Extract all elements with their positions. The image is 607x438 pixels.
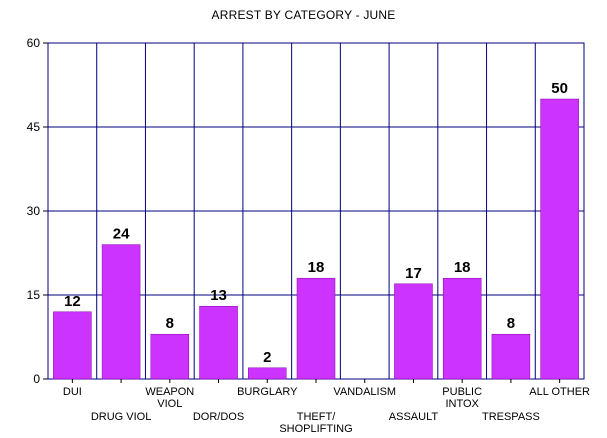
data-label: 8 — [166, 315, 174, 332]
category-label: DRUG VIOL — [91, 411, 152, 423]
category-label: ASSAULT — [389, 411, 439, 423]
data-label: 17 — [405, 265, 422, 282]
data-label: 18 — [308, 259, 325, 276]
y-tick-label: 30 — [27, 204, 41, 218]
bar — [101, 244, 141, 380]
y-tick-label: 60 — [27, 36, 41, 50]
y-tick-label: 0 — [33, 372, 40, 386]
y-tick-label: 45 — [27, 120, 41, 134]
category-label: TRESPASS — [482, 411, 540, 423]
y-tick-label: 15 — [27, 288, 41, 302]
data-label: 2 — [263, 349, 271, 366]
data-label: 8 — [507, 315, 515, 332]
bar — [394, 283, 433, 380]
category-label: BURGLARY — [237, 386, 298, 398]
data-label: 24 — [113, 226, 130, 243]
chart-title: ARREST BY CATEGORY - JUNE — [211, 8, 396, 22]
data-label: 50 — [551, 80, 568, 97]
bar — [53, 311, 92, 380]
bar — [248, 367, 287, 380]
bar — [442, 277, 482, 380]
category-label: DOR/DOS — [193, 411, 244, 423]
bar — [199, 305, 238, 380]
data-label: 13 — [210, 287, 227, 304]
category-label: ALL OTHER — [529, 386, 590, 398]
category-label: THEFT/SHOPLIFTING — [279, 411, 352, 435]
category-label: PUBLIC INTOX — [442, 386, 482, 410]
category-label: DUI — [63, 386, 82, 398]
bar — [491, 333, 531, 380]
data-label: 12 — [64, 293, 81, 310]
bar — [540, 98, 579, 380]
data-label: 18 — [454, 259, 471, 276]
bar — [296, 277, 336, 380]
category-label: WEAPON VIOL — [145, 386, 194, 410]
bar — [150, 333, 190, 380]
category-label: VANDALISM — [333, 386, 396, 398]
